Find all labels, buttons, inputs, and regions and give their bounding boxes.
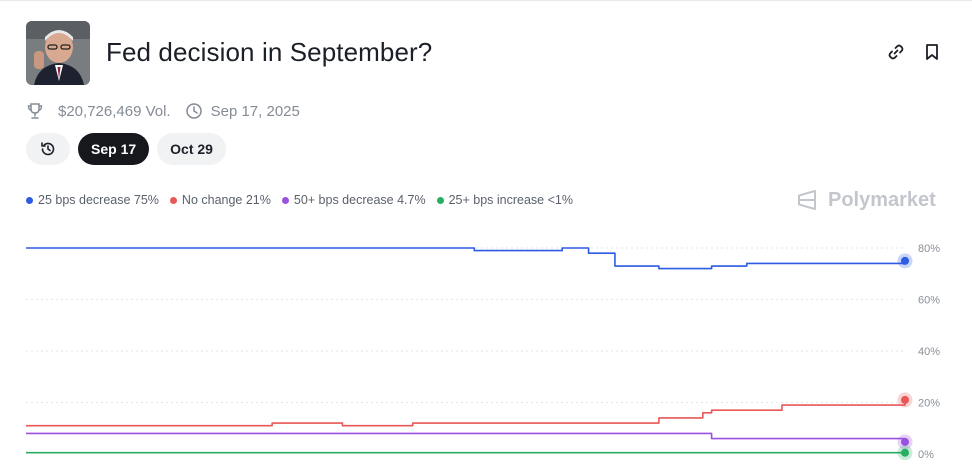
- y-tick-label: 80%: [918, 243, 940, 255]
- legend-dot: [281, 196, 289, 204]
- tab-sep-17[interactable]: Sep 17: [78, 133, 150, 165]
- legend-item: 50+ bps decrease 4.7%: [281, 193, 426, 207]
- y-axis-labels: 80% 60% 40% 20% 0%: [918, 243, 940, 461]
- link-icon[interactable]: [886, 42, 906, 62]
- portrait-icon: [26, 21, 90, 85]
- page-title: Fed decision in September?: [106, 37, 433, 67]
- legend-label: 25+ bps increase <1%: [448, 193, 573, 207]
- trophy-icon: [27, 103, 43, 119]
- legend-dot: [26, 196, 33, 204]
- endpoint-dot: [901, 448, 909, 457]
- top-divider: [0, 0, 972, 1]
- date-tabs: Sep 17 Oct 29: [26, 133, 234, 165]
- market-meta: $20,726,469 Vol. Sep 17, 2025: [26, 100, 300, 122]
- series-line: [26, 432, 906, 442]
- market-image: [26, 21, 90, 85]
- y-tick-label: 60%: [918, 295, 940, 307]
- brand-name: Polymarket: [828, 188, 936, 211]
- legend-label: No change 21%: [181, 193, 271, 207]
- legend-item: 25 bps decrease 75%: [26, 193, 159, 207]
- tab-oct-29[interactable]: Oct 29: [157, 133, 226, 165]
- legend-item: 25+ bps increase <1%: [436, 193, 573, 207]
- endpoint-dot: [901, 437, 909, 446]
- chart-endpoints: [897, 253, 913, 461]
- volume-text: $20,726,469 Vol.: [58, 102, 171, 120]
- clock-icon: [185, 103, 202, 119]
- y-tick-label: 40%: [918, 346, 940, 358]
- series-line: [26, 399, 906, 427]
- endpoint-dot: [901, 395, 909, 404]
- chart-grid: [26, 247, 903, 403]
- chart-lines: [26, 247, 906, 454]
- series-line: [26, 247, 906, 270]
- history-icon: [41, 142, 55, 156]
- legend-item: No change 21%: [169, 193, 271, 207]
- polymarket-logo-icon: [798, 190, 816, 210]
- bookmark-icon[interactable]: [922, 42, 942, 62]
- chart-legend: 25 bps decrease 75% No change 21% 50+ bp…: [26, 193, 584, 207]
- legend-dot: [436, 196, 444, 204]
- legend-label: 50+ bps decrease 4.7%: [293, 193, 426, 207]
- endpoint-dot: [901, 256, 909, 265]
- brand-watermark: Polymarket: [795, 188, 936, 212]
- history-tab[interactable]: [26, 133, 70, 165]
- legend-dot: [169, 196, 177, 204]
- end-date-text: Sep 17, 2025: [210, 102, 300, 120]
- y-tick-label: 0%: [918, 449, 934, 461]
- legend-label: 25 bps decrease 75%: [38, 193, 159, 207]
- y-tick-label: 20%: [918, 398, 940, 410]
